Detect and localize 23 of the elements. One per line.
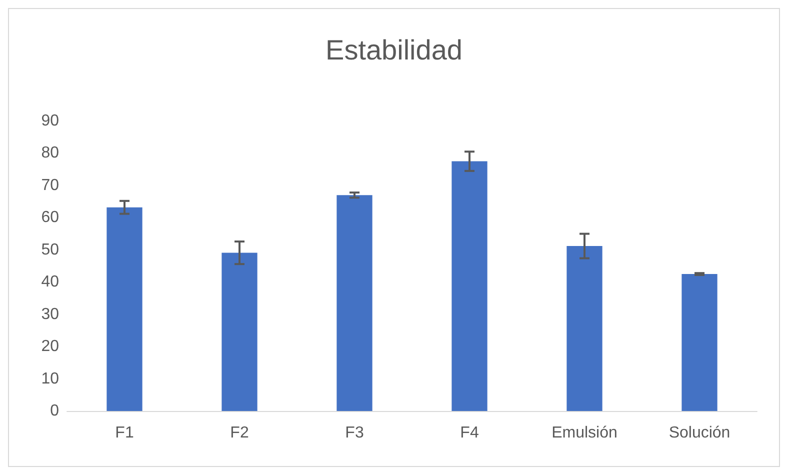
bar — [222, 252, 258, 411]
x-tick-label: Emulsión — [552, 424, 618, 442]
y-tick-label: 30 — [41, 306, 60, 323]
y-tick-label: 60 — [41, 209, 60, 226]
chart-title: Estabilidad — [326, 34, 462, 66]
bar — [336, 195, 372, 411]
y-tick-label: 20 — [41, 338, 60, 356]
x-tick-label: F4 — [460, 424, 479, 442]
y-tick-label: 70 — [41, 176, 60, 194]
y-tick-label: 80 — [41, 144, 60, 162]
bar — [452, 161, 488, 411]
bar — [682, 274, 718, 411]
bar — [566, 246, 602, 411]
bar — [106, 207, 142, 411]
x-tick-label: F1 — [115, 424, 134, 442]
y-tick-label: 50 — [41, 241, 60, 258]
y-tick-label: 0 — [50, 402, 60, 420]
x-tick-label: F3 — [345, 424, 364, 442]
y-tick-label: 40 — [41, 274, 60, 291]
y-tick-label: 10 — [41, 370, 60, 388]
x-tick-label: F2 — [230, 424, 249, 442]
x-tick-label: Solución — [668, 424, 730, 442]
y-tick-label: 90 — [41, 112, 60, 130]
